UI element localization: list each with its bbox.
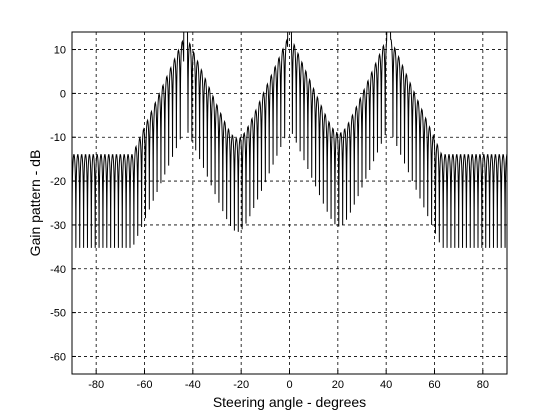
x-tick-label: -20 (233, 379, 249, 391)
y-tick-label: 10 (54, 45, 66, 57)
y-tick-label: -30 (50, 220, 66, 232)
y-tick-label: -60 (50, 351, 66, 363)
y-axis-label: Gain pattern - dB (27, 150, 43, 257)
y-tick-label: -40 (50, 264, 66, 276)
x-tick-label: 40 (380, 379, 392, 391)
x-tick-label: -40 (185, 379, 201, 391)
x-axis-label: Steering angle - degrees (213, 394, 366, 410)
x-tick-label: 0 (286, 379, 292, 391)
x-tick-label: 60 (428, 379, 440, 391)
y-tick-label: -10 (50, 132, 66, 144)
y-tick-label: -50 (50, 308, 66, 320)
x-tick-label: -80 (88, 379, 104, 391)
y-tick-label: -20 (50, 176, 66, 188)
x-tick-label: 20 (332, 379, 344, 391)
axis-ticks: -80 -60 -40 -20 0 20 40 60 80100-10-20-30-40-50-… (50, 45, 489, 391)
y-tick-label: 0 (60, 88, 66, 100)
x-tick-label: -60 (137, 379, 153, 391)
x-tick-label: 80 (477, 379, 489, 391)
